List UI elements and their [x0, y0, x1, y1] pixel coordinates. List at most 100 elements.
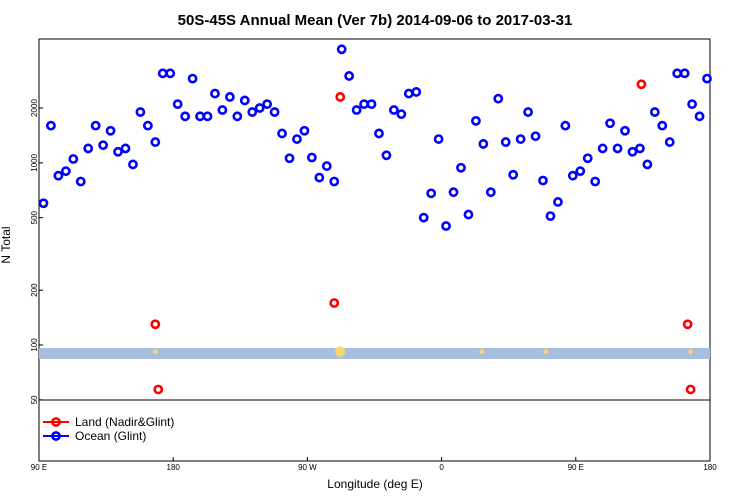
ocean-point [590, 176, 601, 187]
reference-band [39, 348, 710, 359]
x-tick-label: 0 [439, 463, 444, 472]
ocean-point [530, 131, 541, 142]
x-axis-label: Longitude (deg E) [327, 477, 422, 491]
ocean-point [60, 166, 71, 177]
x-tick-label: 90 E [31, 463, 47, 472]
ocean-point [292, 134, 302, 144]
ocean-point [172, 99, 183, 110]
ocean-point [627, 146, 638, 157]
ocean-point [582, 153, 593, 164]
ocean-point [269, 107, 280, 117]
y-tick-label: 100 [30, 338, 39, 352]
ocean-point [523, 107, 533, 117]
ocean-point [299, 125, 310, 136]
ocean-point [180, 111, 191, 122]
land-point [150, 319, 161, 330]
ocean-point [635, 143, 645, 154]
ocean-point [687, 99, 698, 110]
ocean-point [38, 198, 49, 209]
y-axis-ticks: 50 100 200 500 1000 2000 [30, 99, 43, 404]
ocean-point [388, 105, 399, 115]
ocean-point [679, 68, 690, 79]
ocean-point [232, 111, 243, 122]
ocean-point [597, 143, 608, 154]
plot-frame [38, 38, 711, 462]
ocean-point [165, 68, 176, 79]
ocean-point [113, 146, 123, 157]
ocean-point [560, 120, 571, 131]
ocean-point [83, 143, 94, 154]
ocean-point [545, 211, 556, 222]
legend: Land (Nadir&Glint) Ocean (Glint) [43, 415, 174, 443]
yellow-marker [152, 349, 158, 355]
data-points [38, 44, 712, 395]
ocean-point [538, 175, 548, 186]
ocean-point [359, 99, 369, 110]
ocean-point [396, 109, 407, 120]
ocean-point [306, 152, 317, 163]
ocean-point [441, 221, 451, 231]
land-point [335, 92, 346, 102]
y-tick-label: 200 [30, 283, 39, 297]
y-axis-label: N Total [0, 226, 13, 263]
ocean-point [411, 87, 422, 97]
ocean-point [142, 120, 153, 131]
ocean-point [426, 188, 437, 199]
ocean-point [68, 154, 79, 164]
ocean-point [105, 125, 116, 136]
ocean-point [224, 92, 235, 102]
ocean-point [336, 44, 347, 55]
ocean-point [478, 139, 489, 149]
ocean-point [403, 88, 414, 99]
ocean-point [157, 68, 168, 79]
ocean-point [239, 95, 250, 106]
ocean-point [277, 128, 287, 139]
ocean-point [98, 140, 109, 151]
ocean-point [672, 68, 683, 79]
land-point [685, 384, 696, 395]
land-point [682, 319, 693, 330]
ocean-point [46, 120, 56, 131]
ocean-point [567, 170, 578, 181]
y-tick-label: 1000 [30, 153, 39, 171]
ocean-point [702, 73, 712, 84]
ocean-point [135, 107, 146, 117]
ocean-point [247, 107, 258, 117]
legend-ocean-marker [51, 431, 61, 441]
ocean-point [620, 125, 630, 136]
y-tick-label: 2000 [30, 99, 39, 117]
x-axis-ticks: 90 E 180 90 W 0 90 E 180 [31, 457, 717, 472]
x-tick-label: 90 W [298, 463, 317, 472]
yellow-marker [543, 349, 549, 355]
ocean-point [254, 103, 265, 113]
ocean-point [500, 137, 511, 147]
land-point [636, 79, 647, 90]
ocean-point [418, 212, 429, 223]
y-tick-label: 500 [30, 210, 39, 224]
yellow-marker [479, 349, 485, 355]
ocean-point [642, 159, 653, 170]
ocean-point [75, 176, 86, 187]
ocean-point [448, 187, 459, 198]
ocean-point [314, 172, 325, 183]
yellow-marker [688, 349, 694, 355]
ocean-point [351, 105, 362, 115]
legend-land-marker [51, 417, 61, 427]
ocean-point [262, 99, 273, 110]
ocean-point [463, 209, 474, 220]
ocean-point [344, 71, 355, 81]
ocean-point [187, 73, 198, 84]
land-point [153, 384, 164, 395]
ocean-point [694, 111, 705, 122]
ocean-point [195, 111, 205, 122]
y-tick-label: 50 [30, 395, 39, 404]
ocean-point [485, 187, 496, 198]
ocean-point [470, 115, 481, 126]
ocean-point [366, 99, 377, 110]
chart-title: 50S-45S Annual Mean (Ver 7b) 2014-09-06 … [178, 12, 573, 29]
ocean-point [202, 111, 213, 122]
ocean-point [605, 118, 615, 129]
ocean-point [128, 159, 138, 170]
ocean-point [575, 166, 586, 177]
